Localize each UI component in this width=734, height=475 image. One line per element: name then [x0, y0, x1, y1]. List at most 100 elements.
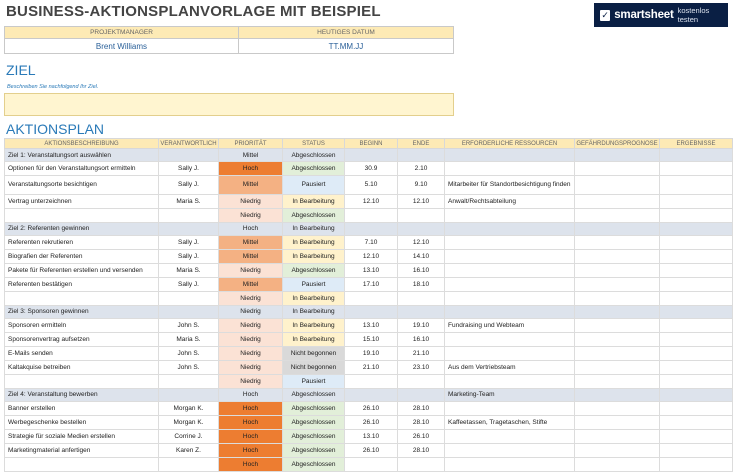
owner-cell[interactable]: Sally J. — [158, 276, 219, 292]
description-cell[interactable] — [4, 290, 159, 306]
priority-cell[interactable]: Niedrig — [218, 304, 283, 319]
risk-cell[interactable] — [574, 290, 660, 306]
end-date-cell[interactable]: 28.10 — [397, 442, 445, 458]
end-date-cell[interactable]: 14.10 — [397, 248, 445, 264]
resources-cell[interactable]: Anwalt/Rechtsabteilung — [444, 193, 575, 209]
owner-cell[interactable] — [158, 221, 219, 236]
description-cell[interactable]: Pakete für Referenten erstellen und vers… — [4, 262, 159, 278]
result-cell[interactable] — [659, 207, 733, 223]
risk-cell[interactable] — [574, 148, 660, 162]
owner-cell[interactable]: Maria S. — [158, 331, 219, 347]
owner-cell[interactable] — [158, 304, 219, 319]
owner-cell[interactable]: John S. — [158, 345, 219, 361]
risk-cell[interactable] — [574, 317, 660, 333]
resources-cell[interactable] — [444, 290, 575, 306]
resources-cell[interactable] — [444, 373, 575, 389]
owner-cell[interactable]: Morgan K. — [158, 400, 219, 416]
resources-cell[interactable] — [444, 161, 575, 176]
risk-cell[interactable] — [574, 262, 660, 278]
risk-cell[interactable] — [574, 456, 660, 472]
result-cell[interactable] — [659, 304, 733, 319]
result-cell[interactable] — [659, 456, 733, 472]
resources-cell[interactable]: Fundraising und Webteam — [444, 317, 575, 333]
end-date-cell[interactable]: 18.10 — [397, 276, 445, 292]
start-date-cell[interactable]: 26.10 — [344, 400, 398, 416]
status-cell[interactable]: Abgeschlossen — [282, 414, 345, 430]
priority-cell[interactable]: Mittel — [218, 248, 283, 264]
result-cell[interactable] — [659, 262, 733, 278]
end-date-cell[interactable]: 2.10 — [397, 161, 445, 176]
start-date-cell[interactable]: 21.10 — [344, 359, 398, 375]
status-cell[interactable]: Abgeschlossen — [282, 400, 345, 416]
priority-cell[interactable]: Niedrig — [218, 359, 283, 375]
end-date-cell[interactable]: 26.10 — [397, 428, 445, 444]
start-date-cell[interactable]: 30.9 — [344, 161, 398, 176]
status-cell[interactable]: Abgeschlossen — [282, 262, 345, 278]
date-value-cell[interactable]: TT.MM.JJ — [237, 38, 455, 54]
status-cell[interactable]: Nicht begonnen — [282, 345, 345, 361]
risk-cell[interactable] — [574, 248, 660, 264]
priority-cell[interactable]: Niedrig — [218, 373, 283, 389]
start-date-cell[interactable] — [344, 290, 398, 306]
owner-cell[interactable] — [158, 387, 219, 402]
start-date-cell[interactable]: 7.10 — [344, 234, 398, 250]
description-cell[interactable]: Ziel 1: Veranstaltungsort auswählen — [4, 148, 159, 162]
owner-cell[interactable]: Sally J. — [158, 234, 219, 250]
start-date-cell[interactable]: 13.10 — [344, 262, 398, 278]
risk-cell[interactable] — [574, 414, 660, 430]
end-date-cell[interactable] — [397, 290, 445, 306]
risk-cell[interactable] — [574, 276, 660, 292]
resources-cell[interactable] — [444, 456, 575, 472]
owner-cell[interactable]: Sally J. — [158, 161, 219, 176]
status-cell[interactable]: Abgeschlossen — [282, 207, 345, 223]
status-cell[interactable]: In Bearbeitung — [282, 193, 345, 209]
resources-cell[interactable] — [444, 221, 575, 236]
priority-cell[interactable]: Hoch — [218, 161, 283, 176]
result-cell[interactable] — [659, 387, 733, 402]
description-cell[interactable] — [4, 456, 159, 472]
status-cell[interactable]: In Bearbeitung — [282, 221, 345, 236]
risk-cell[interactable] — [574, 345, 660, 361]
resources-cell[interactable] — [444, 262, 575, 278]
end-date-cell[interactable]: 12.10 — [397, 234, 445, 250]
end-date-cell[interactable]: 16.10 — [397, 262, 445, 278]
description-cell[interactable]: Werbegeschenke bestellen — [4, 414, 159, 430]
priority-cell[interactable]: Hoch — [218, 221, 283, 236]
owner-cell[interactable]: Corrine J. — [158, 428, 219, 444]
owner-cell[interactable]: Sally J. — [158, 248, 219, 264]
resources-cell[interactable] — [444, 148, 575, 162]
resources-cell[interactable] — [444, 442, 575, 458]
end-date-cell[interactable] — [397, 207, 445, 223]
result-cell[interactable] — [659, 234, 733, 250]
start-date-cell[interactable] — [344, 221, 398, 236]
risk-cell[interactable] — [574, 161, 660, 176]
end-date-cell[interactable] — [397, 304, 445, 319]
description-cell[interactable]: Optionen für den Veranstaltungsort ermit… — [4, 161, 159, 176]
risk-cell[interactable] — [574, 221, 660, 236]
manager-value-cell[interactable]: Brent Williams — [4, 38, 239, 54]
resources-cell[interactable] — [444, 248, 575, 264]
owner-cell[interactable]: Karen Z. — [158, 442, 219, 458]
priority-cell[interactable]: Hoch — [218, 400, 283, 416]
status-cell[interactable]: Abgeschlossen — [282, 456, 345, 472]
resources-cell[interactable] — [444, 304, 575, 319]
end-date-cell[interactable]: 21.10 — [397, 345, 445, 361]
end-date-cell[interactable]: 23.10 — [397, 359, 445, 375]
priority-cell[interactable]: Hoch — [218, 442, 283, 458]
priority-cell[interactable]: Hoch — [218, 428, 283, 444]
risk-cell[interactable] — [574, 387, 660, 402]
priority-cell[interactable]: Mittel — [218, 148, 283, 162]
owner-cell[interactable]: John S. — [158, 317, 219, 333]
result-cell[interactable] — [659, 345, 733, 361]
priority-cell[interactable]: Hoch — [218, 414, 283, 430]
result-cell[interactable] — [659, 290, 733, 306]
end-date-cell[interactable] — [397, 456, 445, 472]
resources-cell[interactable] — [444, 331, 575, 347]
status-cell[interactable]: Abgeschlossen — [282, 148, 345, 162]
status-cell[interactable]: Abgeschlossen — [282, 387, 345, 402]
end-date-cell[interactable] — [397, 148, 445, 162]
owner-cell[interactable] — [158, 373, 219, 389]
start-date-cell[interactable]: 5.10 — [344, 175, 398, 195]
result-cell[interactable] — [659, 276, 733, 292]
resources-cell[interactable] — [444, 428, 575, 444]
